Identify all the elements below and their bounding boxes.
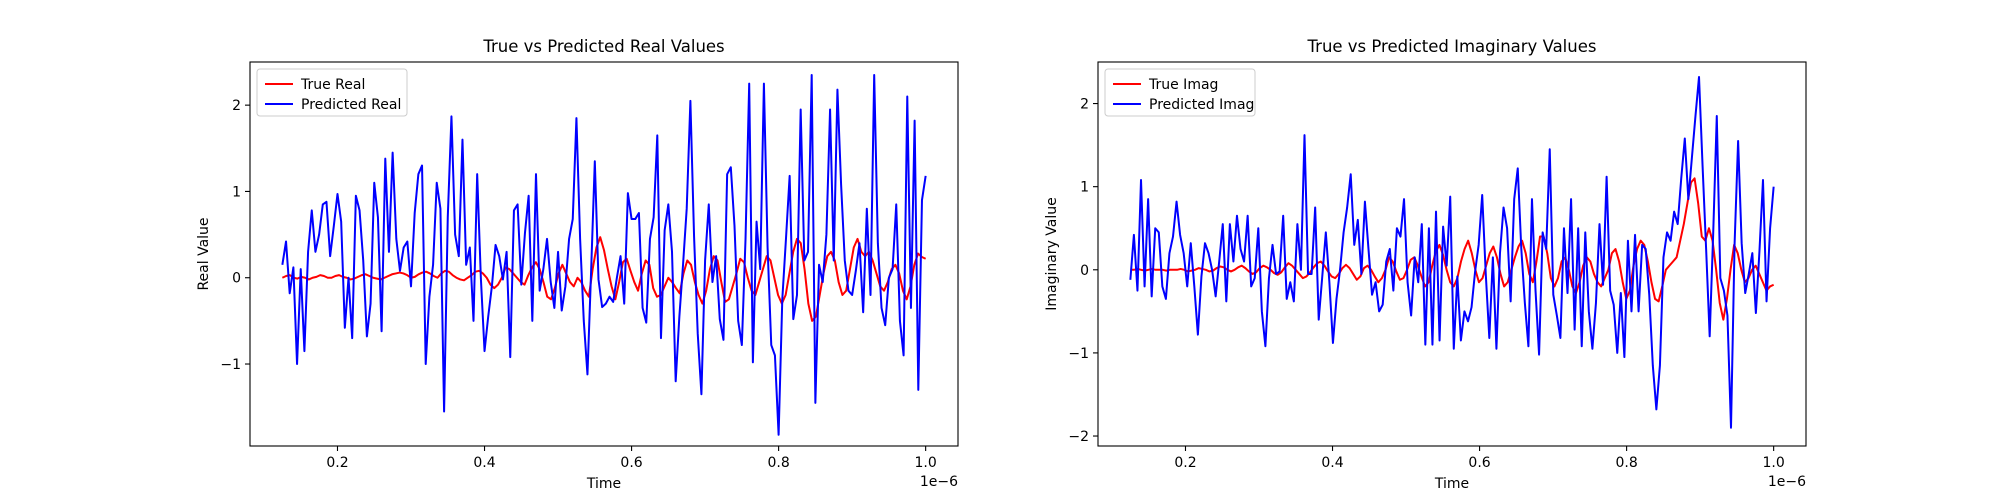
legend: True Imag Predicted Imag bbox=[1104, 68, 1256, 117]
y-tick-label: 2 bbox=[232, 98, 241, 114]
x-tick-label: 1.0 bbox=[1763, 455, 1785, 471]
legend-label-0: True Real bbox=[300, 77, 365, 93]
x-axis-offset-text: 1e−6 bbox=[920, 474, 958, 490]
chart-title: True vs Predicted Real Values bbox=[482, 37, 724, 56]
series-line-1 bbox=[281, 73, 927, 436]
axes-frame bbox=[249, 61, 959, 447]
x-tick-label: 0.6 bbox=[1468, 455, 1490, 471]
y-tick-label: 2 bbox=[1080, 97, 1089, 113]
x-axis-label: Time bbox=[586, 476, 621, 492]
x-tick-label: 0.4 bbox=[473, 455, 495, 471]
x-tick-label: 0.8 bbox=[1615, 455, 1637, 471]
y-tick-label: 0 bbox=[232, 271, 241, 287]
chart-title: True vs Predicted Imaginary Values bbox=[1307, 37, 1597, 56]
axes-frame bbox=[1097, 61, 1807, 447]
x-tick-label: 0.6 bbox=[620, 455, 642, 471]
series-line-1 bbox=[1129, 75, 1775, 429]
x-tick-label: 0.2 bbox=[326, 455, 348, 471]
legend-label-1: Predicted Real bbox=[301, 97, 401, 113]
legend-label-1: Predicted Imag bbox=[1149, 97, 1254, 113]
y-tick-label: −1 bbox=[1068, 346, 1089, 362]
y-tick-label: −2 bbox=[1068, 429, 1089, 445]
y-axis-label: Imaginary Value bbox=[1044, 197, 1060, 311]
x-axis-offset-text: 1e−6 bbox=[1768, 474, 1806, 490]
legend-box bbox=[256, 68, 408, 117]
x-tick-label: 0.4 bbox=[1321, 455, 1343, 471]
chart-real-values: 0.2 0.4 0.6 0.8 1.0 −1 0 1 2 True vs Predicted Re… bbox=[196, 37, 959, 492]
x-tick-label: 0.2 bbox=[1174, 455, 1196, 471]
y-tick-label: 1 bbox=[232, 184, 241, 200]
y-tick-label: −1 bbox=[220, 357, 241, 373]
x-tick-label: 1.0 bbox=[915, 455, 937, 471]
x-tick-label: 0.8 bbox=[767, 455, 789, 471]
y-tick-label: 0 bbox=[1080, 263, 1089, 279]
legend-label-0: True Imag bbox=[1148, 77, 1218, 93]
y-axis-label: Real Value bbox=[196, 217, 212, 290]
legend: True Real Predicted Real bbox=[256, 68, 408, 117]
legend-box bbox=[1104, 68, 1256, 117]
y-tick-label: 1 bbox=[1080, 180, 1089, 196]
chart-imaginary-values: 0.2 0.4 0.6 0.8 1.0 −2 −1 0 1 2 True vs Predicted … bbox=[1044, 37, 1807, 492]
x-axis-label: Time bbox=[1434, 476, 1469, 492]
